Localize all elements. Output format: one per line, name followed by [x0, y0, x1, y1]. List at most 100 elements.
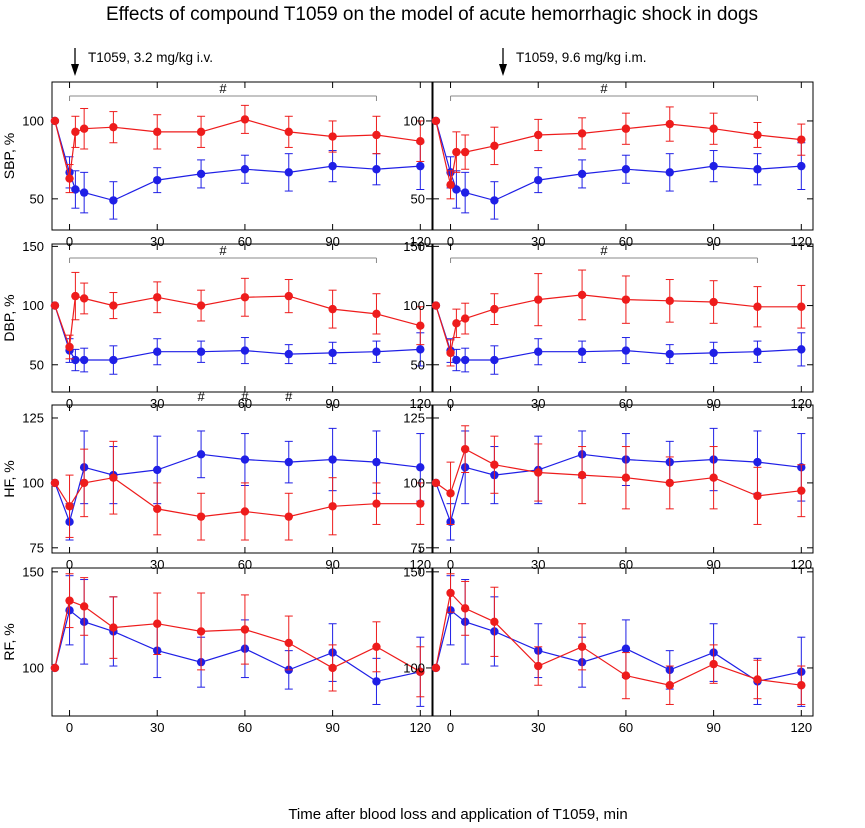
data-point — [240, 346, 250, 355]
y-tick-label: 50 — [30, 191, 44, 206]
data-point — [372, 165, 381, 174]
series-treated — [431, 573, 806, 705]
series-line — [435, 305, 802, 361]
data-point — [490, 196, 499, 205]
data-point — [490, 304, 499, 314]
data-point — [534, 347, 543, 356]
x-tick-label: 90 — [325, 234, 339, 249]
data-point — [372, 499, 381, 508]
x-tick-label: 60 — [619, 396, 633, 411]
data-point — [490, 141, 499, 151]
series-line — [54, 305, 421, 361]
data-point — [65, 174, 74, 183]
data-point — [621, 165, 631, 174]
x-tick-label: 90 — [325, 396, 339, 411]
data-point — [534, 295, 543, 304]
data-point — [372, 347, 381, 356]
data-point — [109, 196, 118, 205]
data-point — [153, 465, 162, 475]
data-point — [372, 642, 381, 652]
data-point — [452, 319, 461, 328]
data-point — [665, 296, 674, 306]
data-point — [284, 457, 293, 467]
data-point — [196, 127, 206, 137]
data-point — [153, 175, 162, 185]
dose-label-left: T1059, 3.2 mg/kg i.v. — [88, 50, 213, 65]
y-tick-label: 75 — [411, 540, 425, 555]
data-point — [446, 180, 455, 190]
data-point — [109, 122, 118, 132]
data-point — [431, 116, 441, 126]
data-point — [446, 348, 455, 358]
x-tick-label: 90 — [325, 720, 339, 735]
data-point — [65, 596, 74, 605]
data-point — [328, 161, 337, 171]
series-control — [50, 575, 425, 707]
panel-rf-right: 0 30 60 90 120 100 150 — [403, 564, 814, 735]
data-point — [79, 124, 89, 133]
series-control — [431, 116, 806, 220]
data-point — [71, 355, 80, 365]
data-point — [534, 130, 543, 140]
data-point — [753, 457, 762, 467]
data-point — [797, 302, 806, 311]
data-point — [665, 349, 674, 359]
series-treated — [50, 104, 425, 194]
panel-rf-left: 0 30 60 90 120 100 150 RF, % — [1, 564, 433, 735]
x-tick-label: 60 — [619, 234, 633, 249]
x-tick-label: 120 — [790, 396, 812, 411]
data-point — [460, 314, 470, 323]
series-treated — [50, 271, 425, 360]
series-treated — [431, 425, 806, 525]
panel-frame — [432, 243, 814, 393]
data-point — [71, 291, 80, 301]
panel-dbp-left: 0 30 60 90 120 50 100 150 DBP, % # — [1, 239, 433, 411]
y-tick-label: 150 — [403, 564, 425, 579]
data-point — [50, 301, 60, 310]
data-point — [621, 644, 631, 653]
significance-mark: # — [197, 389, 205, 404]
data-point — [621, 124, 631, 133]
x-tick-label: 0 — [66, 720, 73, 735]
series-line — [54, 120, 421, 202]
dose-arrowhead-left — [71, 64, 79, 76]
y-axis-label: HF, % — [1, 460, 17, 497]
data-point — [452, 185, 461, 194]
significance-mark: # — [285, 389, 293, 404]
series-line — [54, 118, 421, 179]
data-point — [284, 512, 293, 521]
panel-dbp-right: 0 30 60 90 120 50 100 150 # — [403, 239, 814, 411]
data-point — [431, 663, 441, 673]
data-point — [577, 347, 587, 356]
data-point — [109, 623, 118, 632]
y-tick-label: 100 — [403, 475, 425, 490]
data-point — [797, 345, 806, 354]
data-point — [240, 507, 250, 516]
x-tick-label: 30 — [150, 396, 164, 411]
data-point — [709, 297, 718, 307]
data-point — [196, 512, 206, 521]
y-tick-label: 50 — [411, 357, 425, 372]
data-point — [109, 355, 118, 365]
data-point — [665, 119, 674, 129]
series-treated — [50, 440, 425, 541]
data-point — [65, 342, 74, 352]
series-line — [54, 295, 421, 348]
data-point — [416, 499, 425, 508]
x-tick-label: 60 — [619, 720, 633, 735]
x-tick-label: 0 — [66, 557, 73, 572]
significance-mark: # — [219, 81, 227, 96]
data-point — [372, 309, 381, 319]
y-tick-label: 100 — [22, 298, 44, 313]
series-line — [54, 477, 421, 518]
x-tick-label: 0 — [447, 234, 454, 249]
panel-sbp-right: 0 30 60 90 120 50 100 # — [403, 81, 814, 249]
data-point — [240, 293, 250, 302]
y-tick-label: 100 — [22, 660, 44, 675]
data-point — [709, 348, 718, 358]
series-line — [435, 120, 802, 185]
y-tick-label: 100 — [403, 113, 425, 128]
data-point — [577, 642, 587, 652]
y-axis-label: SBP, % — [1, 133, 17, 179]
